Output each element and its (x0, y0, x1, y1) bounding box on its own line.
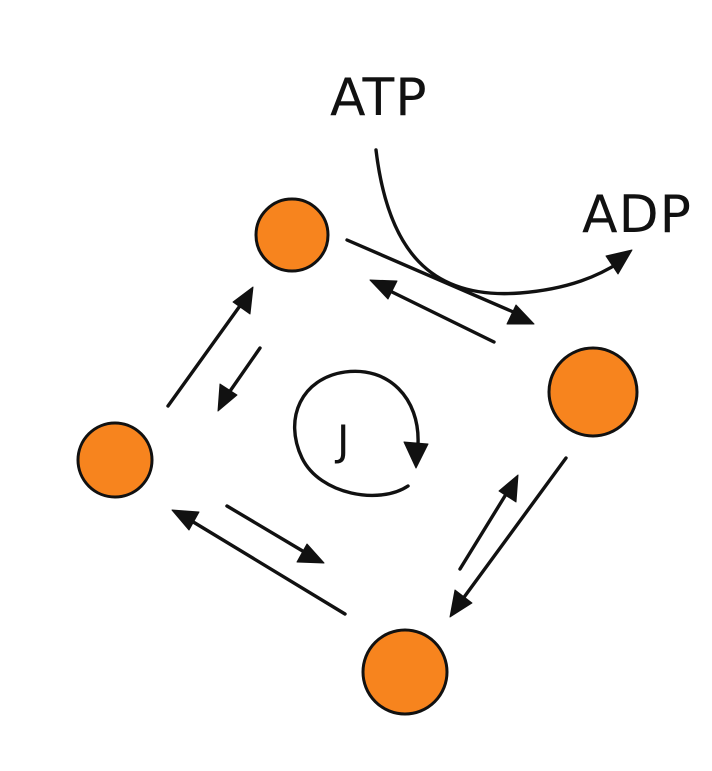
cycle-circular-arrow-icon (292, 369, 429, 498)
node-top (254, 197, 330, 273)
node-left (76, 421, 154, 499)
node-right (547, 346, 639, 438)
adp-label: ADP (582, 185, 692, 245)
transition-top-right (345, 238, 535, 344)
transition-left-top (166, 286, 262, 412)
atp-to-adp-curved-arrow-icon (374, 148, 633, 296)
transition-right-bottom (449, 456, 568, 618)
atp-label: ATP (330, 68, 428, 128)
cycle-current-label: J (334, 416, 349, 465)
node-bottom (361, 628, 449, 716)
transition-bottom-left (171, 504, 347, 616)
